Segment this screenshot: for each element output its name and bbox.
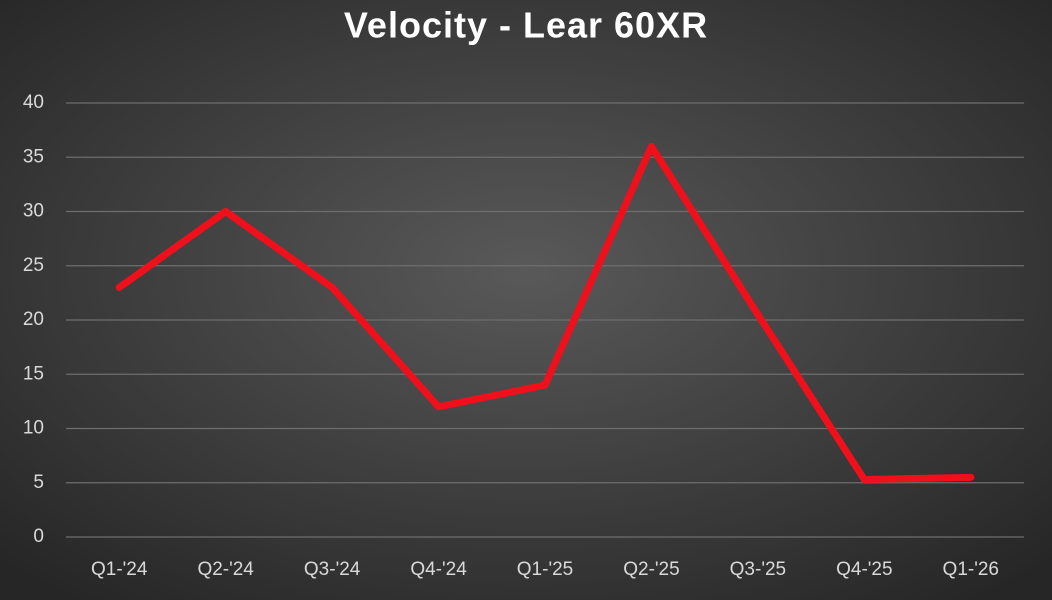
chart-title: Velocity - Lear 60XR bbox=[344, 5, 708, 46]
x-tick-label: Q1-'25 bbox=[517, 559, 573, 580]
y-tick-label: 0 bbox=[33, 526, 44, 547]
x-tick-label: Q4-'24 bbox=[410, 559, 467, 580]
x-tick-label: Q3-'24 bbox=[304, 559, 361, 580]
y-tick-label: 30 bbox=[23, 201, 44, 222]
data-line bbox=[115, 142, 975, 483]
x-tick-label: Q2-'25 bbox=[623, 559, 679, 580]
x-tick-label: Q2-'24 bbox=[197, 559, 254, 580]
y-tick-label: 15 bbox=[23, 363, 44, 384]
y-tick-label: 40 bbox=[23, 92, 44, 113]
y-tick-label: 35 bbox=[23, 146, 44, 167]
x-tick-label: Q1-'24 bbox=[91, 559, 148, 580]
grid: 0 5 10 15 20 25 30 35 40 Q1-'24 Q2-'24 Q3-'24 Q4-'24… bbox=[23, 92, 1024, 580]
y-tick-label: 25 bbox=[23, 255, 44, 276]
y-tick-label: 10 bbox=[23, 418, 44, 439]
x-tick-label: Q3-'25 bbox=[730, 559, 786, 580]
x-tick-label: Q4-'25 bbox=[836, 559, 892, 580]
plot bbox=[115, 142, 975, 483]
x-tick-label: Q1-'26 bbox=[943, 559, 999, 580]
y-tick-label: 5 bbox=[33, 472, 44, 493]
y-tick-label: 20 bbox=[23, 309, 44, 330]
